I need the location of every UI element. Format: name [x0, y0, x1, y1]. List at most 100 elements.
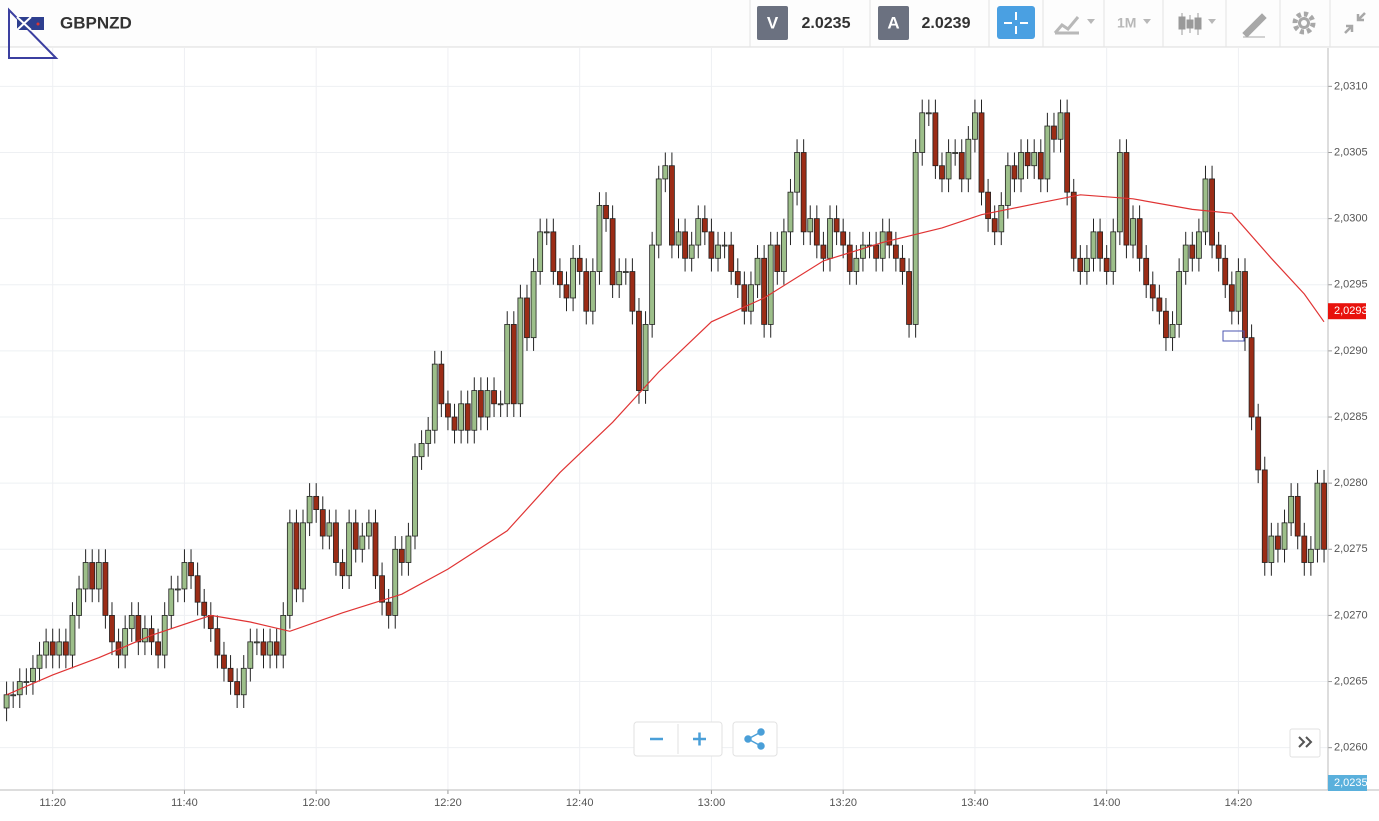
candle-body [761, 257, 768, 325]
candle-body [392, 548, 399, 616]
candle-body [899, 257, 906, 272]
candle-body [56, 641, 63, 656]
collapse-icon[interactable] [1344, 12, 1366, 34]
candle-body [431, 363, 438, 431]
candle-body [675, 231, 682, 246]
candle-body [1156, 297, 1163, 312]
candle-body [1261, 469, 1268, 563]
candle-body [721, 244, 728, 247]
candle-body [445, 403, 451, 418]
candle-body [636, 310, 642, 391]
timeframe[interactable]: 1M [1117, 15, 1136, 31]
candle-body [688, 244, 695, 259]
y-tick-label: 2,0300 [1334, 213, 1368, 225]
moving-average [6, 194, 1325, 696]
candle-body [425, 429, 432, 444]
candle-body [794, 152, 800, 193]
candle-body [49, 641, 56, 656]
x-tick-label: 12:00 [302, 797, 330, 809]
candle-body [69, 615, 76, 656]
indicator-icon[interactable] [1053, 16, 1080, 35]
candle-body [339, 562, 346, 577]
candle-body [76, 588, 82, 616]
candle-body [958, 152, 965, 180]
dropdown-arrow [1143, 19, 1151, 24]
x-tick-label: 13:40 [961, 797, 989, 809]
x-tick-label: 14:00 [1093, 797, 1121, 809]
candle-body [30, 667, 36, 682]
candle-body [412, 456, 418, 537]
candle-body [1031, 152, 1038, 167]
x-tick-label: 12:20 [434, 797, 462, 809]
candle-body [1110, 231, 1117, 272]
candle-body [557, 271, 563, 286]
candle-body [1242, 271, 1248, 339]
candle-body [886, 231, 893, 246]
candle-body [649, 244, 656, 325]
candle-body [840, 231, 847, 246]
header: GBPNZD V 2.0235 A 2.0239 1M [0, 0, 1379, 59]
y-tick-label: 2,0285 [1334, 411, 1368, 423]
candle-body [23, 681, 30, 683]
crosshair-button[interactable] [997, 6, 1035, 39]
candle-body [925, 112, 932, 115]
candle-body [234, 681, 241, 696]
x-tick-label: 11:20 [39, 797, 66, 809]
settings-icon-hole [1301, 20, 1307, 26]
candle-body [62, 641, 69, 656]
candle-body [767, 244, 774, 325]
candle-body [109, 615, 115, 643]
candle-body [3, 694, 10, 709]
candle-body [1288, 495, 1295, 524]
candle-body [543, 231, 550, 234]
candle-body [780, 231, 787, 272]
buy-button[interactable] [878, 6, 909, 40]
candle-body [748, 284, 754, 312]
scroll-end-button[interactable] [1289, 728, 1321, 758]
dropdown-arrow [1208, 19, 1216, 24]
candle-body [405, 535, 412, 563]
candle-body [1235, 271, 1242, 312]
candle-body [1301, 535, 1308, 563]
candle-body [352, 522, 359, 550]
candle-body [517, 297, 524, 405]
candle-body [194, 575, 201, 603]
candle-body [359, 535, 366, 550]
candle-body [972, 112, 978, 140]
y-tick-label: 2,0305 [1334, 146, 1368, 158]
candle-body [965, 138, 972, 180]
y-tick-label: 2,0260 [1334, 742, 1368, 754]
zoom-in-button[interactable] [693, 732, 706, 746]
candle-body [1070, 191, 1077, 259]
candle-body [95, 562, 102, 590]
candle-body [333, 522, 339, 563]
candle-body [1275, 535, 1281, 550]
candle-body [510, 324, 517, 405]
candle-body [1222, 257, 1229, 286]
candle-body [168, 588, 175, 616]
y-tick-label: 2,0290 [1334, 345, 1368, 357]
candle-body [603, 204, 609, 220]
candle-body [945, 152, 952, 180]
share-button[interactable] [732, 721, 778, 757]
candle-body [379, 575, 385, 603]
candle-body [787, 191, 794, 233]
candle-body [589, 271, 596, 312]
candle-body [609, 218, 616, 286]
candle-body [1004, 165, 1011, 206]
candle-body [497, 403, 504, 406]
candle-body [1136, 218, 1143, 259]
chart-type-icon[interactable] [1178, 13, 1202, 35]
sell-button[interactable] [757, 6, 788, 40]
candle-body [1077, 257, 1084, 272]
candle-body [1321, 482, 1327, 550]
settings-icon[interactable] [1292, 11, 1316, 35]
header-bar [0, 0, 1379, 47]
candle-body [932, 112, 939, 167]
symbol: GBPNZD [60, 13, 132, 32]
candle-body [833, 218, 840, 233]
price-tag [1328, 775, 1367, 791]
candle-body [728, 244, 735, 272]
candle-body [800, 152, 807, 233]
drawing-icon[interactable] [1242, 13, 1267, 38]
